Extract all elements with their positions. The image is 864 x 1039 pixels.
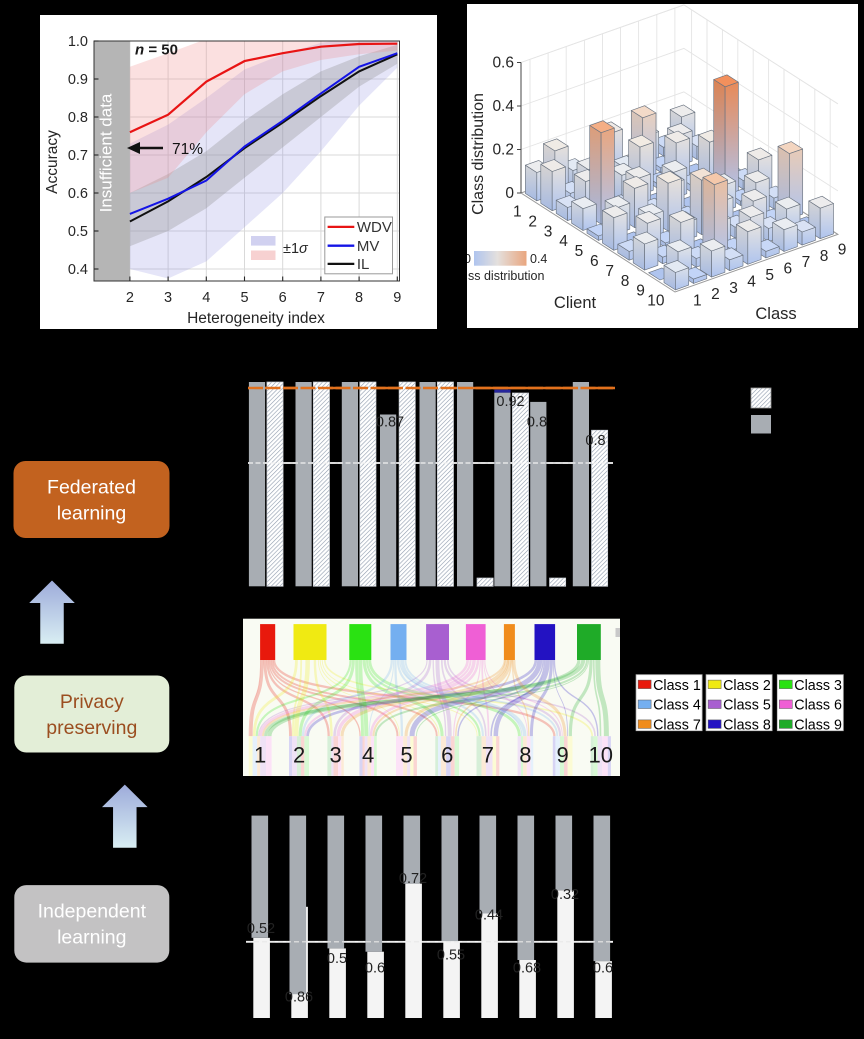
- svg-text:0.5: 0.5: [327, 951, 347, 967]
- svg-text:IL: IL: [357, 256, 370, 273]
- svg-text:10: 10: [647, 293, 665, 310]
- svg-text:8: 8: [355, 290, 363, 306]
- svg-text:3: 3: [729, 280, 738, 297]
- svg-text:Class 5: Class 5: [723, 698, 771, 714]
- svg-text:4: 4: [362, 743, 374, 768]
- svg-text:6: 6: [590, 253, 599, 270]
- svg-text:0.8: 0.8: [585, 433, 605, 449]
- svg-text:Class 6: Class 6: [794, 698, 842, 714]
- svg-text:0.44: 0.44: [475, 908, 503, 924]
- svg-text:5: 5: [575, 243, 584, 260]
- svg-text:4: 4: [559, 233, 568, 250]
- svg-text:9: 9: [838, 241, 847, 258]
- svg-text:3: 3: [329, 743, 341, 768]
- svg-text:0: 0: [464, 252, 471, 266]
- svg-text:0.55: 0.55: [437, 948, 465, 964]
- svg-text:9: 9: [556, 743, 568, 768]
- svg-text:8: 8: [519, 743, 531, 768]
- svg-text:1: 1: [693, 293, 702, 310]
- svg-text:0.32: 0.32: [551, 887, 579, 903]
- svg-text:WDV: WDV: [357, 219, 392, 236]
- svg-text:0.4: 0.4: [492, 98, 514, 115]
- svg-text:0.8: 0.8: [527, 415, 547, 431]
- svg-text:Federated: Federated: [47, 476, 136, 498]
- svg-text:4: 4: [747, 273, 756, 290]
- svg-text:Class 8: Class 8: [723, 718, 771, 734]
- svg-text:1: 1: [513, 204, 522, 221]
- svg-text:Class distribution: Class distribution: [470, 93, 487, 215]
- svg-text:0.6: 0.6: [593, 961, 613, 977]
- svg-text:learning: learning: [57, 927, 126, 949]
- svg-text:MV: MV: [357, 238, 380, 255]
- svg-text:9: 9: [393, 290, 401, 306]
- svg-text:8: 8: [621, 273, 630, 290]
- svg-text:71%: 71%: [172, 141, 203, 158]
- svg-text:7: 7: [802, 254, 811, 271]
- svg-text:Privacy: Privacy: [60, 691, 124, 713]
- svg-text:0.6: 0.6: [492, 55, 514, 72]
- svg-text:5: 5: [765, 267, 774, 284]
- svg-text:3: 3: [544, 223, 553, 240]
- svg-text:0.8: 0.8: [68, 110, 88, 126]
- svg-text:9: 9: [636, 283, 645, 300]
- svg-text:Class 4: Class 4: [653, 698, 701, 714]
- svg-text:0.4: 0.4: [68, 262, 88, 278]
- svg-text:Accuracy: Accuracy: [44, 130, 61, 194]
- svg-text:Class 2: Class 2: [723, 678, 771, 694]
- svg-text:Client: Client: [554, 294, 597, 312]
- svg-text:0.6: 0.6: [365, 961, 385, 977]
- svg-text:Class 1: Class 1: [653, 678, 701, 694]
- svg-text:6: 6: [441, 743, 453, 768]
- svg-text:2: 2: [528, 213, 537, 230]
- svg-text:Heterogeneity index: Heterogeneity index: [187, 310, 325, 327]
- svg-text:0.9: 0.9: [68, 72, 88, 88]
- svg-text:0.68: 0.68: [513, 961, 541, 977]
- svg-text:2: 2: [711, 286, 720, 303]
- svg-text:0.72: 0.72: [399, 871, 427, 887]
- svg-text:0.4: 0.4: [530, 252, 547, 266]
- svg-text:Class 9: Class 9: [794, 718, 842, 734]
- svg-text:preserving: preserving: [46, 717, 137, 739]
- svg-text:ss distribution: ss distribution: [468, 269, 544, 283]
- svg-text:6: 6: [279, 290, 287, 306]
- svg-text:n = 50: n = 50: [135, 42, 178, 59]
- svg-text:7: 7: [317, 290, 325, 306]
- svg-text:10: 10: [589, 743, 613, 768]
- svg-text:learning: learning: [57, 502, 126, 524]
- svg-text:0.52: 0.52: [247, 921, 275, 937]
- svg-text:0: 0: [505, 185, 514, 202]
- svg-text:2: 2: [126, 290, 134, 306]
- svg-text:0.87: 0.87: [376, 415, 404, 431]
- svg-text:5: 5: [400, 743, 412, 768]
- svg-text:0.2: 0.2: [492, 142, 514, 159]
- svg-text:Class: Class: [755, 305, 796, 323]
- svg-text:1: 1: [254, 743, 266, 768]
- svg-text:6: 6: [783, 261, 792, 278]
- svg-text:0.6: 0.6: [68, 186, 88, 202]
- svg-text:3: 3: [164, 290, 172, 306]
- svg-text:2: 2: [293, 743, 305, 768]
- svg-text:0.86: 0.86: [285, 990, 313, 1006]
- svg-text:0.7: 0.7: [68, 148, 88, 164]
- svg-text:4: 4: [202, 290, 210, 306]
- svg-text:1.0: 1.0: [68, 34, 88, 50]
- svg-text:5: 5: [240, 290, 248, 306]
- svg-text:Class 7: Class 7: [653, 718, 701, 734]
- svg-text:0.92: 0.92: [496, 394, 524, 410]
- svg-text:0.5: 0.5: [68, 224, 88, 240]
- svg-text:Class 3: Class 3: [794, 678, 842, 694]
- svg-text:Insufficient data: Insufficient data: [97, 93, 116, 212]
- svg-text:±1σ: ±1σ: [283, 241, 309, 257]
- svg-text:7: 7: [605, 263, 614, 280]
- svg-text:Independent: Independent: [38, 901, 147, 923]
- svg-text:8: 8: [820, 248, 829, 265]
- svg-text:7: 7: [482, 743, 494, 768]
